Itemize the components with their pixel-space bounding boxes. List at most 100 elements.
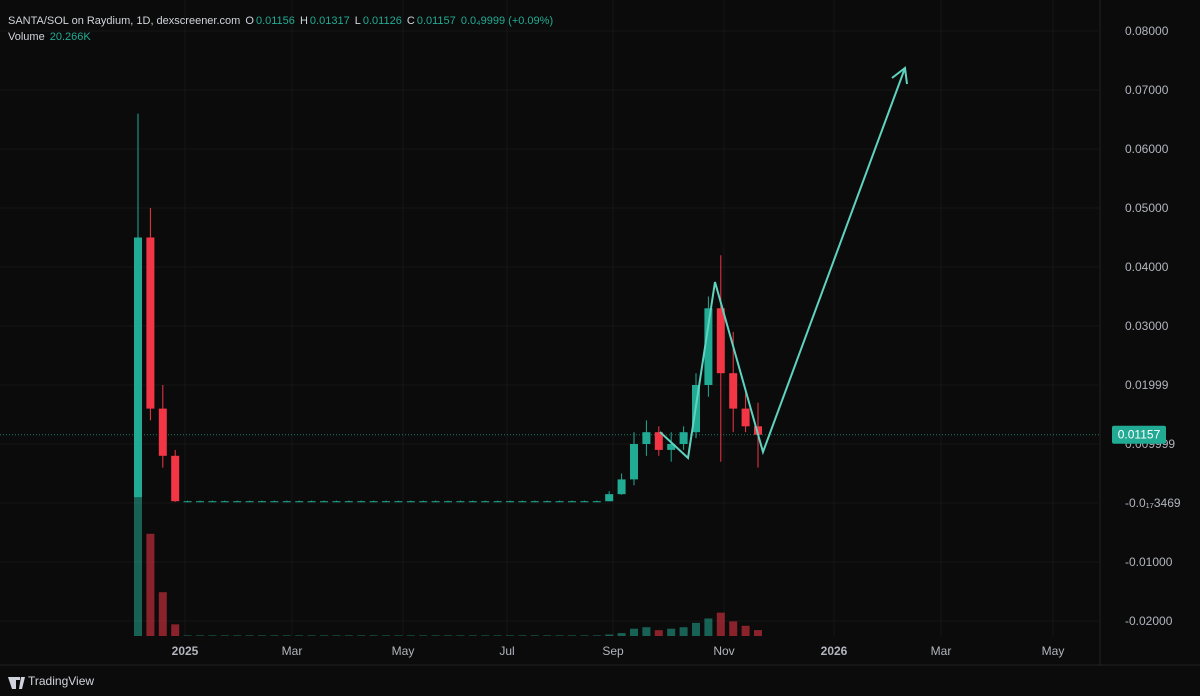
candle-body xyxy=(605,494,614,502)
candle-body xyxy=(208,501,217,503)
volume-bar xyxy=(729,621,738,636)
candle-body xyxy=(270,501,279,503)
x-tick-label: 2025 xyxy=(172,644,199,658)
volume-bar xyxy=(679,627,688,636)
candle-body xyxy=(642,432,651,445)
volume-bar xyxy=(419,635,428,636)
volume-bar xyxy=(382,635,390,636)
header-line: SANTA/SOL on Raydium, 1D, dexscreener.co… xyxy=(8,15,555,27)
x-tick-label: 2026 xyxy=(821,644,848,658)
volume-bar xyxy=(654,630,663,636)
candle-body xyxy=(196,501,204,503)
volume-bar xyxy=(369,635,378,636)
last-price-label: 0.01157 xyxy=(1118,428,1161,442)
volume-bar xyxy=(543,635,552,636)
volume-bar xyxy=(233,635,242,636)
volume-bar xyxy=(196,635,204,636)
volume-bar xyxy=(295,635,304,636)
volume-bar xyxy=(741,625,750,636)
volume-bar xyxy=(146,533,155,636)
y-tick-label: -0.01000 xyxy=(1125,555,1173,569)
brand-logo xyxy=(8,677,25,689)
candle-body xyxy=(667,444,676,450)
volume-bar xyxy=(580,635,589,636)
candle-body xyxy=(171,455,180,502)
x-tick-label: Sep xyxy=(602,644,624,658)
y-tick-label: -0.0₁₇3469 xyxy=(1125,496,1181,510)
candle-body xyxy=(134,237,142,498)
candle-body xyxy=(382,501,390,503)
volume-bar xyxy=(220,635,229,636)
volume-bar xyxy=(258,635,266,636)
volume-value: 20.266K xyxy=(49,31,91,43)
y-tick-label: 0.05000 xyxy=(1125,201,1169,215)
volume-bar xyxy=(270,635,279,636)
volume-line: Volume 20.266K xyxy=(8,31,93,43)
candle-body xyxy=(518,501,527,503)
candle-body xyxy=(555,501,564,503)
volume-bar xyxy=(332,635,341,636)
x-tick-label: Mar xyxy=(282,644,303,658)
candle-body xyxy=(617,479,626,495)
candle-body xyxy=(394,501,403,503)
candle-body xyxy=(506,501,514,503)
volume-bar xyxy=(704,618,713,636)
volume-bar xyxy=(592,635,601,636)
y-tick-label: 0.03000 xyxy=(1125,319,1169,333)
x-tick-label: Mar xyxy=(931,644,952,658)
y-tick-label: -0.02000 xyxy=(1125,614,1173,628)
brand: TradingView xyxy=(28,674,94,688)
volume-bar xyxy=(568,635,576,636)
volume-bar xyxy=(605,634,614,636)
candle-body xyxy=(630,444,638,480)
candle-body xyxy=(444,501,452,503)
candle-body xyxy=(568,501,576,503)
volume-bar xyxy=(555,635,564,636)
candle-body xyxy=(456,501,465,503)
ohlc-key: H xyxy=(299,15,308,27)
volume-bar xyxy=(481,635,490,636)
y-tick-label: 0.08000 xyxy=(1125,24,1169,38)
volume-bar xyxy=(183,635,192,636)
volume-bar xyxy=(431,635,440,636)
symbol: SANTA/SOL on Raydium, 1D, dexscreener.co… xyxy=(8,15,241,27)
arrow-head xyxy=(891,66,908,85)
candle-body xyxy=(320,501,328,503)
candle-body xyxy=(468,501,477,503)
volume-bar xyxy=(134,490,142,636)
volume-bar xyxy=(642,627,651,636)
candle-body xyxy=(332,501,341,503)
ohlc-key: L xyxy=(354,15,361,27)
candle-body xyxy=(183,501,192,503)
ohlc-value: 0.01317 xyxy=(309,15,350,27)
ohlc-value: 0.01157 xyxy=(416,15,456,27)
candle-body xyxy=(716,308,725,374)
volume-bar xyxy=(171,624,180,636)
candle-body xyxy=(406,501,415,503)
candle-body xyxy=(654,432,663,450)
candle-body xyxy=(258,501,266,503)
x-tick-label: May xyxy=(392,644,415,658)
candle-body xyxy=(295,501,304,503)
candle-body xyxy=(741,408,750,427)
volume-bar xyxy=(630,628,638,636)
candle-body xyxy=(369,501,378,503)
change: 0.0₄9999 (+0.09%) xyxy=(460,15,554,27)
volume-bar xyxy=(357,635,366,636)
candle-body xyxy=(431,501,440,503)
candle-body xyxy=(493,501,502,503)
volume-bar xyxy=(158,592,167,636)
ohlc-value: 0.01126 xyxy=(362,15,402,27)
candle-body xyxy=(754,426,762,435)
candle-body xyxy=(543,501,552,503)
volume-bar xyxy=(716,612,725,636)
volume-bar xyxy=(667,628,676,636)
volume-bar xyxy=(444,635,452,636)
candle-body xyxy=(233,501,242,503)
candle-body xyxy=(592,501,601,503)
volume-bar xyxy=(518,635,527,636)
y-tick-label: 0.06000 xyxy=(1125,142,1169,156)
volume-key: Volume xyxy=(8,31,45,43)
volume-bar xyxy=(754,630,762,636)
candle-body xyxy=(530,501,539,503)
